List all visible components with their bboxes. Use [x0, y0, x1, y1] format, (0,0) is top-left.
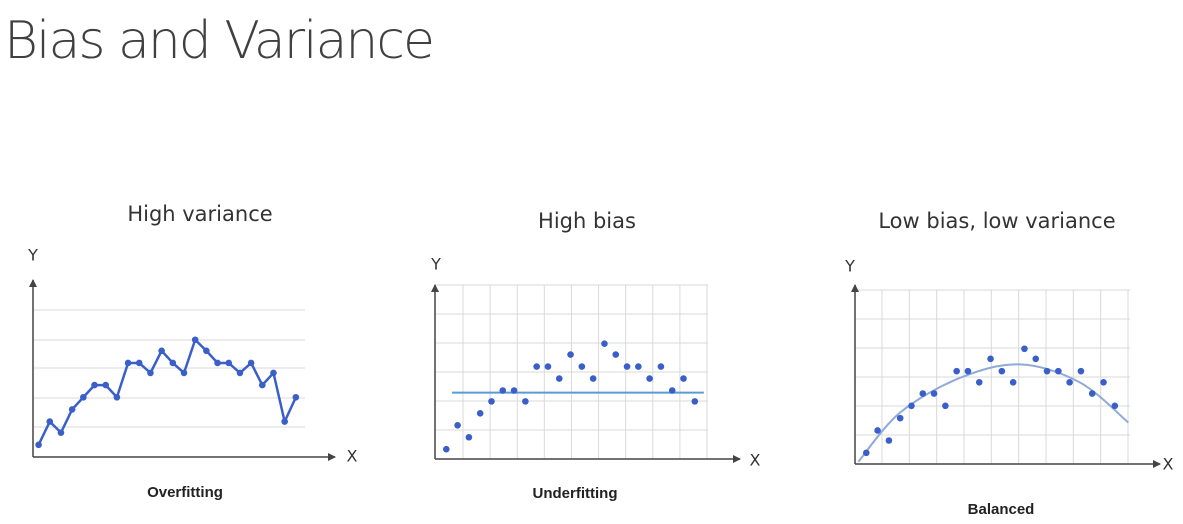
fit-line	[857, 363, 1130, 463]
data-point	[919, 390, 927, 397]
x-axis-label: X	[750, 451, 761, 470]
data-point	[1088, 390, 1096, 397]
data-point	[987, 355, 994, 363]
data-point	[214, 359, 221, 367]
data-point	[885, 437, 893, 444]
data-point	[657, 363, 665, 370]
data-point	[1021, 345, 1028, 353]
data-point	[1055, 367, 1062, 375]
data-point	[180, 369, 188, 377]
data-point	[1077, 367, 1085, 375]
data-point	[225, 359, 233, 367]
data-point	[623, 363, 631, 370]
data-point	[668, 387, 676, 394]
data-point	[578, 363, 586, 370]
data-point	[454, 421, 461, 429]
data-point	[247, 359, 255, 367]
page-title: Bias and Variance	[4, 11, 433, 71]
y-axis-label: Y	[430, 255, 441, 274]
data-point	[35, 441, 42, 449]
data-point	[601, 340, 608, 348]
caption: Overfitting	[147, 484, 223, 501]
x-axis-label: X	[1163, 455, 1174, 474]
y-axis-label: Y	[27, 246, 38, 265]
y-axis-label: Y	[844, 257, 855, 276]
data-point	[964, 367, 972, 375]
data-line	[37, 337, 297, 446]
data-point	[998, 367, 1006, 375]
data-point	[499, 387, 507, 394]
data-point	[57, 429, 65, 436]
data-point	[942, 402, 949, 410]
data-point	[646, 375, 653, 382]
data-point	[80, 393, 87, 401]
data-point	[510, 387, 518, 394]
x-axis-label: X	[347, 447, 358, 466]
data-point	[258, 381, 266, 389]
data-point	[292, 393, 300, 401]
data-point	[476, 410, 484, 417]
data-point	[68, 406, 76, 413]
data-point	[953, 367, 960, 375]
data-point	[1032, 355, 1040, 363]
data-point	[589, 375, 597, 382]
data-point	[896, 414, 904, 422]
data-point	[680, 375, 687, 382]
data-point	[147, 369, 154, 377]
data-point	[203, 347, 210, 355]
data-point	[281, 418, 288, 425]
chart-title: High variance	[127, 202, 272, 226]
data-point	[270, 369, 277, 377]
caption: Balanced	[968, 501, 1035, 518]
data-point	[555, 375, 563, 382]
caption: Underfitting	[533, 485, 618, 502]
data-point	[113, 393, 121, 401]
data-point	[533, 363, 540, 370]
data-point	[46, 418, 54, 425]
chart-title: High bias	[538, 209, 636, 233]
data-point	[102, 381, 110, 389]
data-point	[908, 402, 915, 410]
data-point	[442, 445, 450, 453]
data-point	[236, 369, 244, 377]
data-point	[567, 351, 574, 358]
data-point	[488, 398, 495, 405]
data-point	[1066, 379, 1073, 386]
data-point	[930, 390, 938, 397]
data-point	[544, 363, 552, 370]
data-point	[1100, 379, 1107, 386]
data-point	[691, 398, 699, 405]
data-point	[874, 427, 881, 434]
data-point	[158, 347, 165, 355]
data-point	[635, 363, 642, 370]
data-point	[1043, 367, 1051, 375]
data-point	[1009, 379, 1017, 386]
data-point	[465, 433, 473, 441]
data-point	[612, 351, 620, 358]
data-point	[1111, 402, 1119, 410]
chart-title: Low bias, low variance	[878, 209, 1115, 233]
data-point	[169, 359, 177, 367]
data-point	[191, 336, 199, 344]
data-point	[124, 359, 132, 367]
data-point	[975, 379, 983, 386]
data-point	[135, 359, 143, 367]
data-point	[862, 449, 870, 457]
data-point	[522, 398, 529, 405]
data-point	[91, 381, 98, 389]
